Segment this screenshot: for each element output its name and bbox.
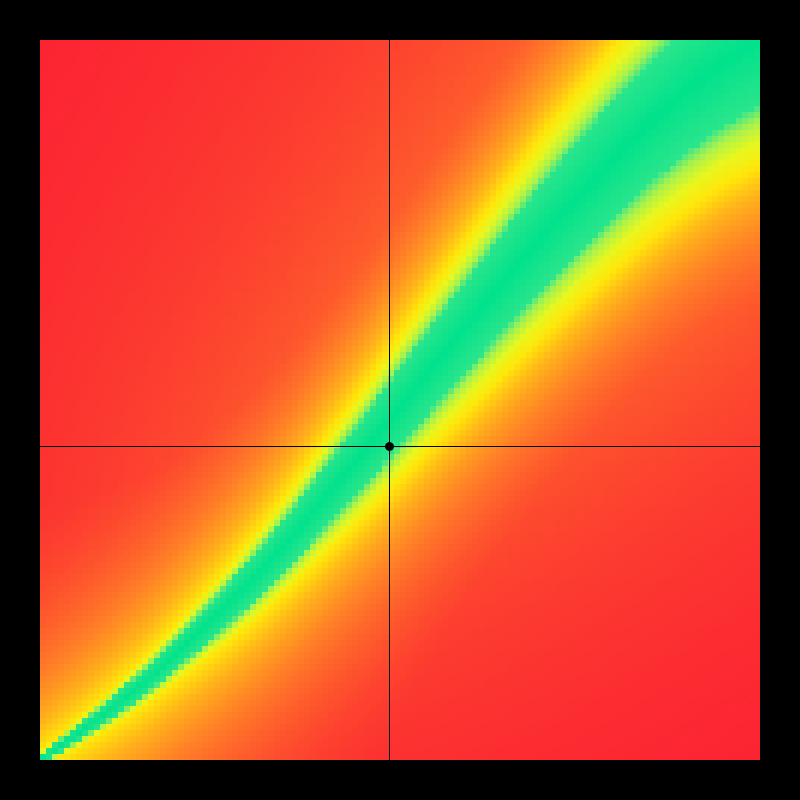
watermark-text: TheBottleneck.com [514, 4, 754, 35]
chart-container: TheBottleneck.com [0, 0, 800, 800]
crosshair-vertical [389, 40, 390, 760]
crosshair-point [385, 442, 394, 451]
bottleneck-heatmap [40, 40, 760, 760]
crosshair-horizontal [40, 446, 760, 447]
